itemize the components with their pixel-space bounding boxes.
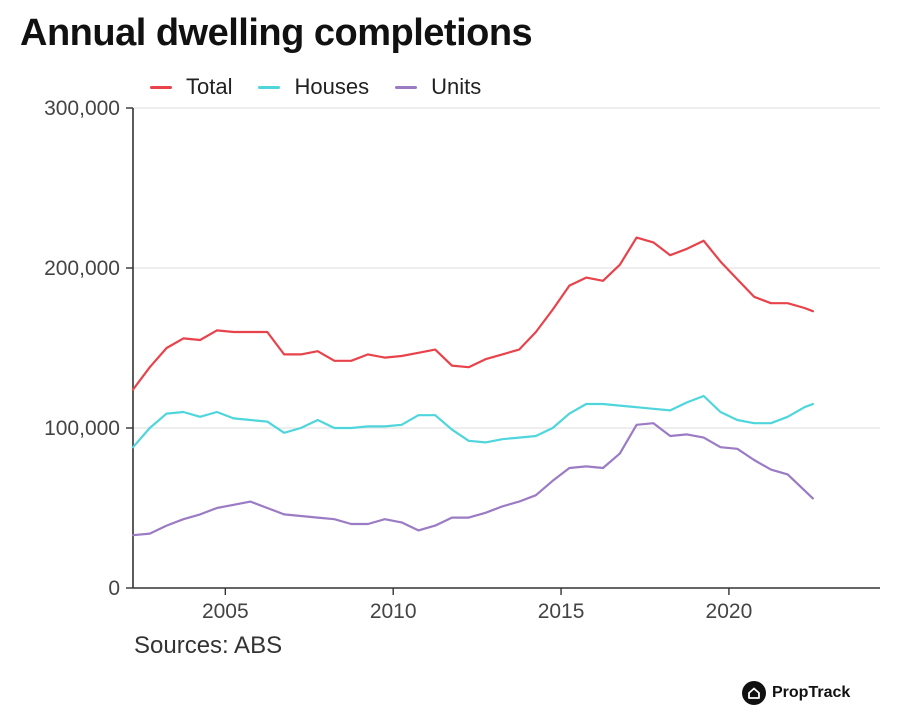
x-tick-label-3: 2020	[706, 600, 753, 623]
y-tick-label-1: 100,000	[44, 417, 120, 440]
y-tick-label-2: 200,000	[44, 257, 120, 280]
series-line-houses	[131, 394, 815, 449]
house-logo-icon	[742, 681, 766, 705]
legend-item-houses: Houses	[258, 74, 369, 100]
chart-title: Annual dwelling completions	[20, 12, 533, 54]
legend-item-total: Total	[150, 74, 232, 100]
brand-name: PropTrack	[772, 684, 851, 701]
legend-swatch-units	[395, 85, 418, 89]
series-line-total	[131, 236, 815, 391]
source-note: Sources: ABS	[134, 632, 283, 659]
series-line-units	[131, 422, 815, 537]
legend-swatch-houses	[258, 85, 281, 89]
x-tick-label-1: 2010	[370, 600, 417, 623]
legend-label-houses: Houses	[294, 74, 370, 99]
legend-label-total: Total	[186, 74, 233, 99]
y-tick-label-3: 300,000	[44, 97, 120, 120]
x-tick-label-0: 2005	[202, 600, 249, 623]
legend-item-units: Units	[395, 74, 481, 100]
y-tick-label-0: 0	[108, 577, 120, 600]
legend-swatch-total	[150, 85, 172, 89]
brand-mark: PropTrack	[742, 681, 850, 705]
x-tick-label-2: 2015	[538, 600, 585, 623]
legend-label-units: Units	[431, 74, 482, 99]
chart-legend: Total Houses Units	[150, 74, 481, 100]
